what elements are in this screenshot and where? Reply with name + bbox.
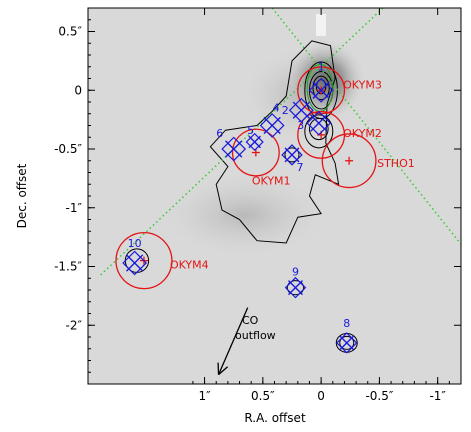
- x-tick-label: -1″: [429, 389, 446, 403]
- x-tick-label: 0.5″: [251, 389, 275, 403]
- y-tick-label: -1.5″: [54, 260, 82, 274]
- ref-label: STHO1: [377, 157, 415, 170]
- outflow-label-line2: outflow: [235, 329, 276, 342]
- x-tick-label: 1″: [199, 389, 212, 403]
- y-tick-label: -1″: [66, 201, 83, 215]
- source-label: 5: [247, 124, 254, 137]
- y-tick-label: 0: [74, 83, 82, 97]
- x-tick-label: -0.5″: [365, 389, 393, 403]
- source-label: 7: [296, 161, 303, 174]
- y-tick-label: -0.5″: [54, 142, 82, 156]
- source-label: 8: [343, 317, 350, 330]
- y-tick-label: -2″: [66, 318, 83, 332]
- source-label: 3: [297, 119, 304, 132]
- diffuse-emission-south: [165, 175, 325, 255]
- x-axis-label: R.A. offset: [244, 411, 306, 425]
- ref-label: OKYM4: [170, 259, 209, 272]
- source-label: 6: [216, 127, 223, 140]
- x-tick-label: 0: [317, 389, 325, 403]
- source-label: 9: [292, 266, 299, 279]
- source-label: 1: [318, 60, 325, 73]
- source-label: 2: [282, 104, 289, 117]
- ref-label: OKYM2: [343, 127, 382, 140]
- y-axis-label: Dec. offset: [15, 163, 29, 228]
- ref-label: OKYM3: [343, 78, 382, 91]
- ref-label: OKYM1: [252, 175, 291, 188]
- intensity-map: [88, 8, 461, 384]
- source-label: 10: [128, 237, 142, 250]
- outflow-label-line1: CO: [242, 314, 259, 327]
- bright-patch: [316, 14, 326, 36]
- source-label: 4: [273, 102, 280, 115]
- y-tick-label: 0.5″: [58, 25, 82, 39]
